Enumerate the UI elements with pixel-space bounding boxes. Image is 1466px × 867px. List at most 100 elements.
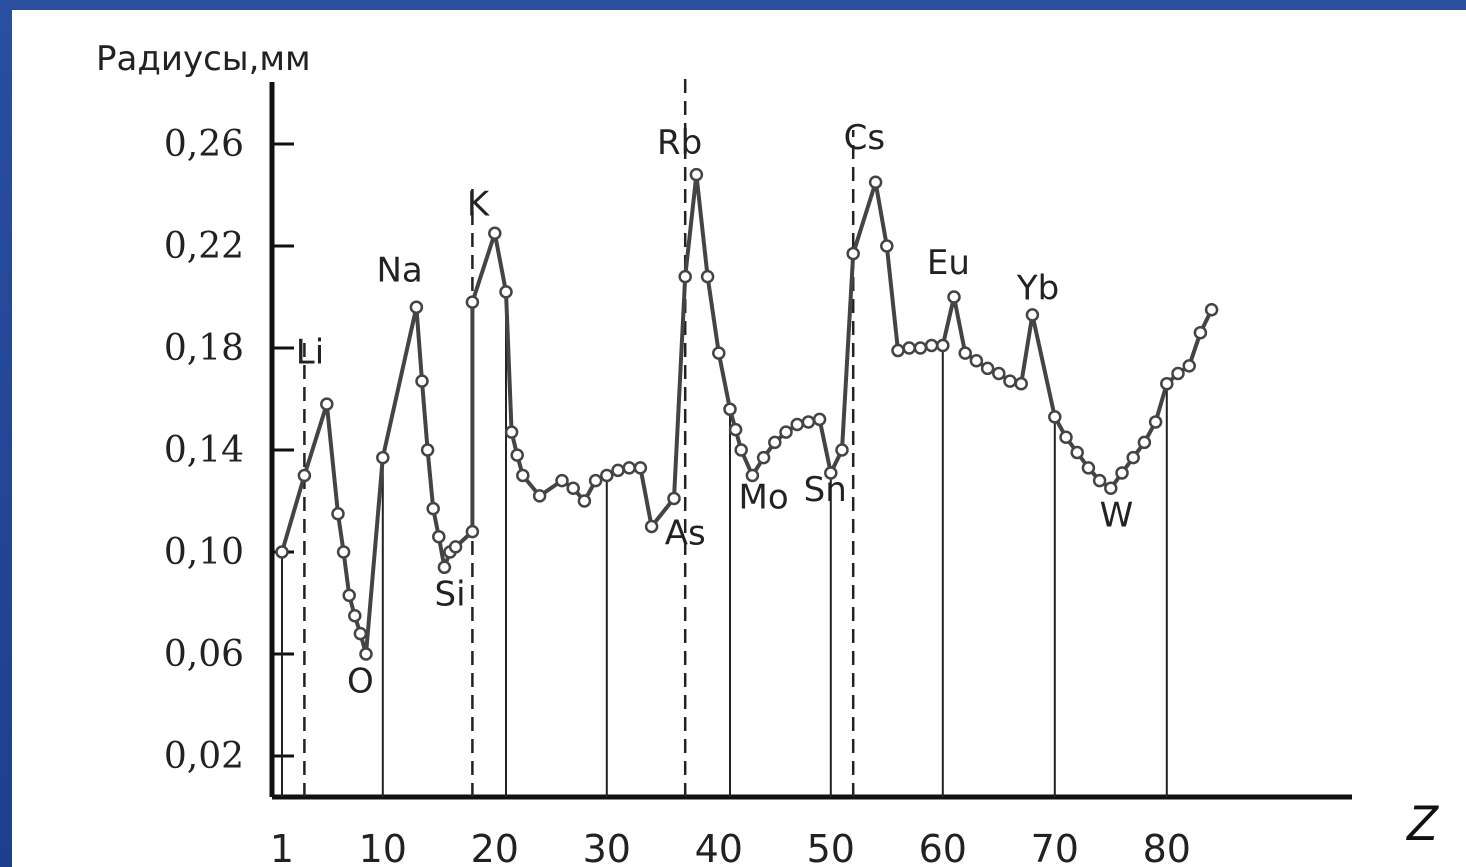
data-point <box>297 468 312 483</box>
data-point <box>504 425 519 439</box>
data-point <box>633 461 648 475</box>
data-point <box>415 374 429 388</box>
data-point <box>880 239 894 253</box>
data-point <box>1081 461 1096 475</box>
data-point <box>488 226 502 240</box>
data-point <box>510 448 524 462</box>
chart-panel: Радиусы,мм 0,02 0,06 0,10 0,14 0,18 0,22 0,26 1 1… <box>12 10 1466 867</box>
data-point <box>320 397 334 411</box>
element-label: Rb <box>657 123 702 163</box>
data-point <box>331 507 345 521</box>
data-point <box>359 647 373 661</box>
data-point <box>566 481 580 495</box>
element-label: Eu <box>927 243 970 283</box>
y-tick-label: 0,06 <box>164 634 244 675</box>
data-point <box>745 468 760 483</box>
x-tick-label: 1 <box>270 827 294 867</box>
x-tick-label: 30 <box>583 827 631 867</box>
data-point <box>667 491 681 506</box>
data-point <box>555 473 569 488</box>
x-tick-label: 50 <box>807 827 855 867</box>
data-point <box>611 463 625 478</box>
data-point <box>728 422 743 437</box>
data-point <box>958 346 972 360</box>
y-axis-label: Радиусы,мм <box>96 39 311 79</box>
element-label: As <box>665 513 706 553</box>
data-point <box>426 501 440 516</box>
data-point <box>678 269 692 284</box>
data-point <box>588 473 603 488</box>
data-point <box>1171 366 1185 381</box>
data-point <box>969 354 984 368</box>
data-point <box>689 167 704 182</box>
data-point <box>420 443 435 457</box>
data-point <box>846 246 860 261</box>
element-label: Sn <box>804 470 847 510</box>
data-point <box>1014 376 1028 391</box>
data-point <box>499 285 513 299</box>
data-point <box>1182 359 1196 373</box>
data-point <box>868 175 883 189</box>
x-tick-label: 60 <box>919 827 967 867</box>
data-point <box>516 468 530 483</box>
data-point <box>1115 466 1129 480</box>
data-point <box>801 415 816 429</box>
element-label: Yb <box>1016 269 1059 309</box>
x-tick-label: 70 <box>1031 827 1079 867</box>
data-point <box>577 494 592 508</box>
y-tick-label: 0,26 <box>164 124 244 165</box>
y-tick-label: 0,14 <box>164 430 244 471</box>
radius-chart: Радиусы,мм 0,02 0,06 0,10 0,14 0,18 0,22 0,26 1 1… <box>96 39 1439 867</box>
data-point <box>824 466 838 480</box>
data-point <box>1070 445 1084 460</box>
data-point <box>947 290 961 304</box>
y-tick-label: 0,10 <box>164 532 244 573</box>
data-point <box>734 443 748 457</box>
x-tick-label: 40 <box>695 827 743 867</box>
data-point <box>992 366 1006 381</box>
data-point <box>448 540 463 554</box>
data-point <box>902 341 916 355</box>
data-point <box>1193 325 1208 340</box>
data-point <box>376 450 390 465</box>
data-point <box>1048 410 1062 424</box>
element-label: Si <box>434 575 465 615</box>
data-point <box>1059 430 1073 444</box>
element-label: K <box>467 184 491 224</box>
data-point <box>1092 473 1107 488</box>
data-point <box>1160 376 1174 391</box>
element-label: Na <box>376 251 422 291</box>
data-point <box>465 524 480 539</box>
element-label: W <box>1100 496 1134 536</box>
data-point <box>1204 303 1219 317</box>
data-point <box>342 588 356 603</box>
element-label: Mo <box>739 478 789 518</box>
data-point <box>712 346 726 360</box>
data-point <box>768 435 782 450</box>
data-point <box>348 609 362 623</box>
data-point <box>465 295 480 309</box>
radius-curve <box>280 172 1214 656</box>
x-axis-label: Z <box>1406 795 1439 851</box>
data-point <box>600 468 614 483</box>
data-point <box>336 545 351 559</box>
y-tick-label: 0,02 <box>164 736 244 777</box>
data-point <box>1104 481 1118 495</box>
data-point <box>700 269 715 284</box>
data-point <box>723 402 737 416</box>
x-tick-label: 10 <box>359 827 407 867</box>
data-point <box>913 341 928 355</box>
data-point <box>936 338 950 353</box>
data-point <box>275 545 289 559</box>
data-point <box>924 338 939 353</box>
y-tick-label: 0,18 <box>164 328 244 369</box>
x-tick-label: 20 <box>471 827 519 867</box>
data-point <box>437 560 452 575</box>
element-label: O <box>347 661 374 701</box>
data-point <box>812 412 827 427</box>
data-point <box>409 300 424 314</box>
data-point <box>1003 374 1017 388</box>
x-tick-label: 80 <box>1143 827 1191 867</box>
data-point <box>353 626 368 641</box>
data-point <box>835 443 849 457</box>
